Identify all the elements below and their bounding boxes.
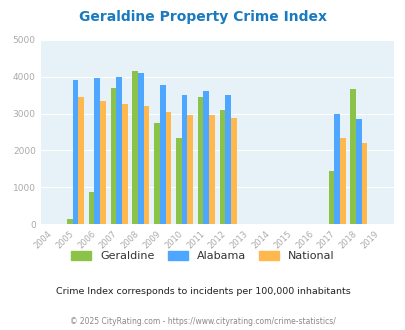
Bar [181, 95, 187, 224]
Bar [339, 138, 345, 224]
Bar [100, 101, 106, 224]
Text: Geraldine Property Crime Index: Geraldine Property Crime Index [79, 10, 326, 24]
Bar [116, 77, 121, 224]
Bar [165, 112, 171, 224]
Legend: Geraldine, Alabama, National: Geraldine, Alabama, National [66, 247, 339, 266]
Bar [176, 138, 181, 224]
Bar [197, 97, 203, 224]
Bar [89, 192, 94, 224]
Bar [72, 80, 78, 224]
Bar [333, 114, 339, 224]
Bar [138, 73, 143, 224]
Bar [132, 71, 138, 224]
Bar [328, 171, 333, 224]
Bar [154, 123, 160, 224]
Bar [230, 118, 236, 224]
Bar [94, 79, 100, 224]
Bar [143, 106, 149, 224]
Text: © 2025 CityRating.com - https://www.cityrating.com/crime-statistics/: © 2025 CityRating.com - https://www.city… [70, 317, 335, 326]
Bar [225, 95, 230, 224]
Bar [361, 144, 367, 224]
Bar [110, 88, 116, 224]
Bar [355, 119, 361, 224]
Bar [209, 115, 214, 224]
Bar [122, 104, 127, 224]
Bar [350, 89, 355, 224]
Text: Crime Index corresponds to incidents per 100,000 inhabitants: Crime Index corresponds to incidents per… [55, 287, 350, 296]
Bar [160, 85, 165, 224]
Bar [78, 97, 84, 224]
Bar [187, 115, 192, 224]
Bar [219, 110, 225, 224]
Bar [203, 91, 209, 224]
Bar [67, 219, 72, 224]
